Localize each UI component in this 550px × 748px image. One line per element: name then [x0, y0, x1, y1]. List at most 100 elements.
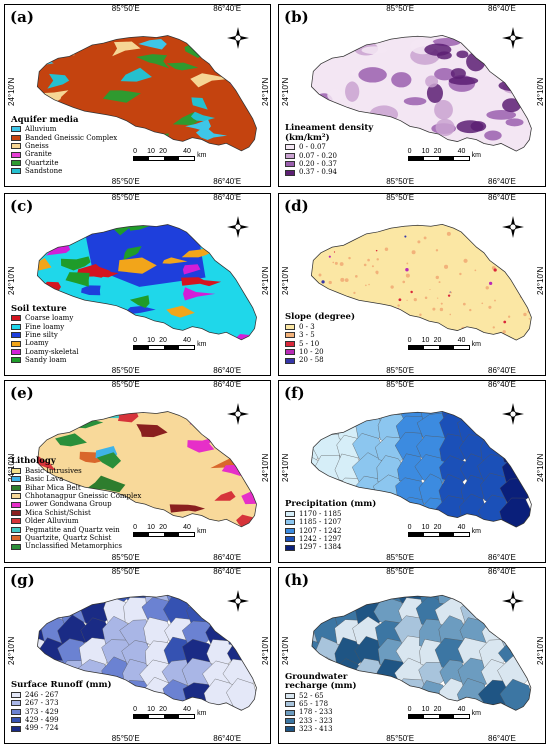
panel-label: (e) [10, 384, 34, 402]
density-blob [434, 67, 456, 80]
slope-speck [329, 240, 332, 242]
scale-tick-label: 10 [147, 523, 155, 531]
legend-swatch [285, 527, 295, 534]
legend-item-label: Granite [25, 150, 52, 159]
legend-swatch [285, 332, 295, 339]
longitude-label-bottom: 86°40'E [213, 553, 242, 562]
basin-map [311, 594, 532, 711]
north-arrow-icon [227, 27, 249, 49]
legend-item: 246 - 267 [11, 691, 112, 699]
subbasin-polygon [313, 595, 346, 607]
slope-speck [437, 297, 439, 299]
slope-speck [490, 338, 493, 340]
scale-tick-label: 40 [457, 147, 466, 155]
longitude-label-bottom: 85°50'E [111, 553, 140, 562]
slope-speck [531, 232, 532, 236]
subbasin-polygon [58, 595, 94, 607]
slope-speck [412, 249, 417, 254]
legend-swatch [11, 143, 21, 150]
slope-speck [329, 280, 333, 284]
class-patch [80, 263, 120, 278]
scale-numbers: 0 10 20 40 km [133, 523, 206, 535]
legend-item-label: 10 - 20 [299, 348, 324, 357]
legend-swatch [11, 349, 21, 356]
slope-speck [400, 320, 405, 324]
slope-speck [525, 295, 529, 298]
slope-speck [376, 271, 379, 274]
slope-speck [343, 295, 347, 298]
legend-item-label: Basic Intrusives [25, 466, 82, 475]
slope-speck [341, 230, 344, 233]
slope-speck [441, 302, 444, 305]
legend-item-label: 0.07 - 0.20 [299, 151, 337, 160]
slope-speck [438, 280, 441, 283]
class-patch [47, 73, 70, 89]
longitude-label-bottom: 86°40'E [488, 553, 516, 562]
map-panel-a: 85°50'E 86°40'E 85°50'E 86°40'E 24°10'N 24°10… [4, 4, 271, 187]
legend-item-label: 0.37 - 0.94 [299, 168, 337, 177]
legend-swatch [285, 701, 295, 708]
slope-speck [319, 227, 323, 232]
slope-speck [413, 329, 416, 332]
slope-speck [502, 253, 507, 258]
slope-speck [361, 211, 365, 215]
slope-speck [397, 303, 401, 307]
slope-speck [410, 290, 414, 293]
slope-speck [385, 326, 388, 329]
latitude-label-left: 24°10'N [7, 266, 16, 295]
legend-item: Mica Schist/Schist [11, 509, 141, 517]
basin-outline [37, 223, 258, 340]
map-panel-c: 85°50'E 86°40'E 85°50'E 86°40'E 24°10'N 24°10… [4, 193, 271, 376]
density-blob [498, 79, 528, 91]
legend-item-label: 178 - 233 [299, 708, 333, 717]
scale-bar: 0 10 20 40 km [133, 336, 207, 350]
scale-tick-label: 20 [159, 336, 167, 344]
legend-item-label: Chhotanagpur Gneissic Complex [25, 492, 142, 501]
slope-speck [436, 248, 439, 252]
legend-title: Groundwater [285, 671, 348, 682]
class-patch [120, 67, 153, 82]
legend-swatch [285, 152, 295, 159]
legend-item-label: Banded Gneissic Complex [25, 133, 118, 142]
subbasin-polygon [38, 595, 70, 607]
slope-speck [326, 302, 329, 305]
panel-label: (a) [10, 8, 34, 26]
legend-item: 499 - 724 [11, 724, 112, 732]
longitude-label-top: 85°50'E [111, 193, 140, 202]
legend-item: 373 - 429 [11, 708, 112, 716]
density-blob [327, 88, 344, 102]
scale-tick-label: 0 [133, 706, 138, 714]
class-patch [138, 38, 168, 50]
slope-speck [364, 263, 367, 266]
panel-label: (b) [284, 8, 309, 26]
legend-item: 10 - 20 [285, 348, 355, 356]
legend-item: Lower Gondwana Group [11, 500, 141, 508]
basin-outline [37, 410, 258, 527]
legend-item: Granite [11, 150, 117, 158]
slope-speck [469, 308, 472, 311]
slope-speck [340, 261, 345, 266]
longitude-label-bottom: 85°50'E [386, 553, 415, 562]
slope-speck [502, 329, 507, 334]
class-patch [81, 284, 101, 295]
legend-swatch [11, 510, 21, 517]
panel-label: (c) [10, 197, 34, 215]
legend-item: 1185 - 1207 [285, 518, 376, 526]
legend-swatch [285, 511, 295, 517]
slope-speck [431, 334, 434, 336]
longitude-label-top: 86°40'E [488, 567, 516, 576]
legend-item-label: Older Alluvium [25, 517, 79, 526]
longitude-label-bottom: 86°40'E [488, 366, 516, 375]
legend-swatch [11, 692, 21, 698]
legend-item: Loamy-skeletal [11, 348, 79, 356]
class-patch [130, 294, 150, 308]
legend-swatch [11, 501, 21, 508]
legend-item-label: Loamy [25, 339, 49, 348]
slope-speck [331, 236, 334, 239]
slope-speck [395, 326, 400, 331]
legend-item-label: 1297 - 1384 [299, 543, 342, 552]
map-panel-h: 85°50'E 86°40'E 85°50'E 86°40'E 24°10'N 24°10… [278, 567, 546, 744]
map-panel-g: 85°50'E 86°40'E 85°50'E 86°40'E 24°10'N 24°10… [4, 567, 271, 744]
legend-item-label: 52 - 65 [299, 691, 324, 700]
legend-item: 0.37 - 0.94 [285, 168, 373, 176]
